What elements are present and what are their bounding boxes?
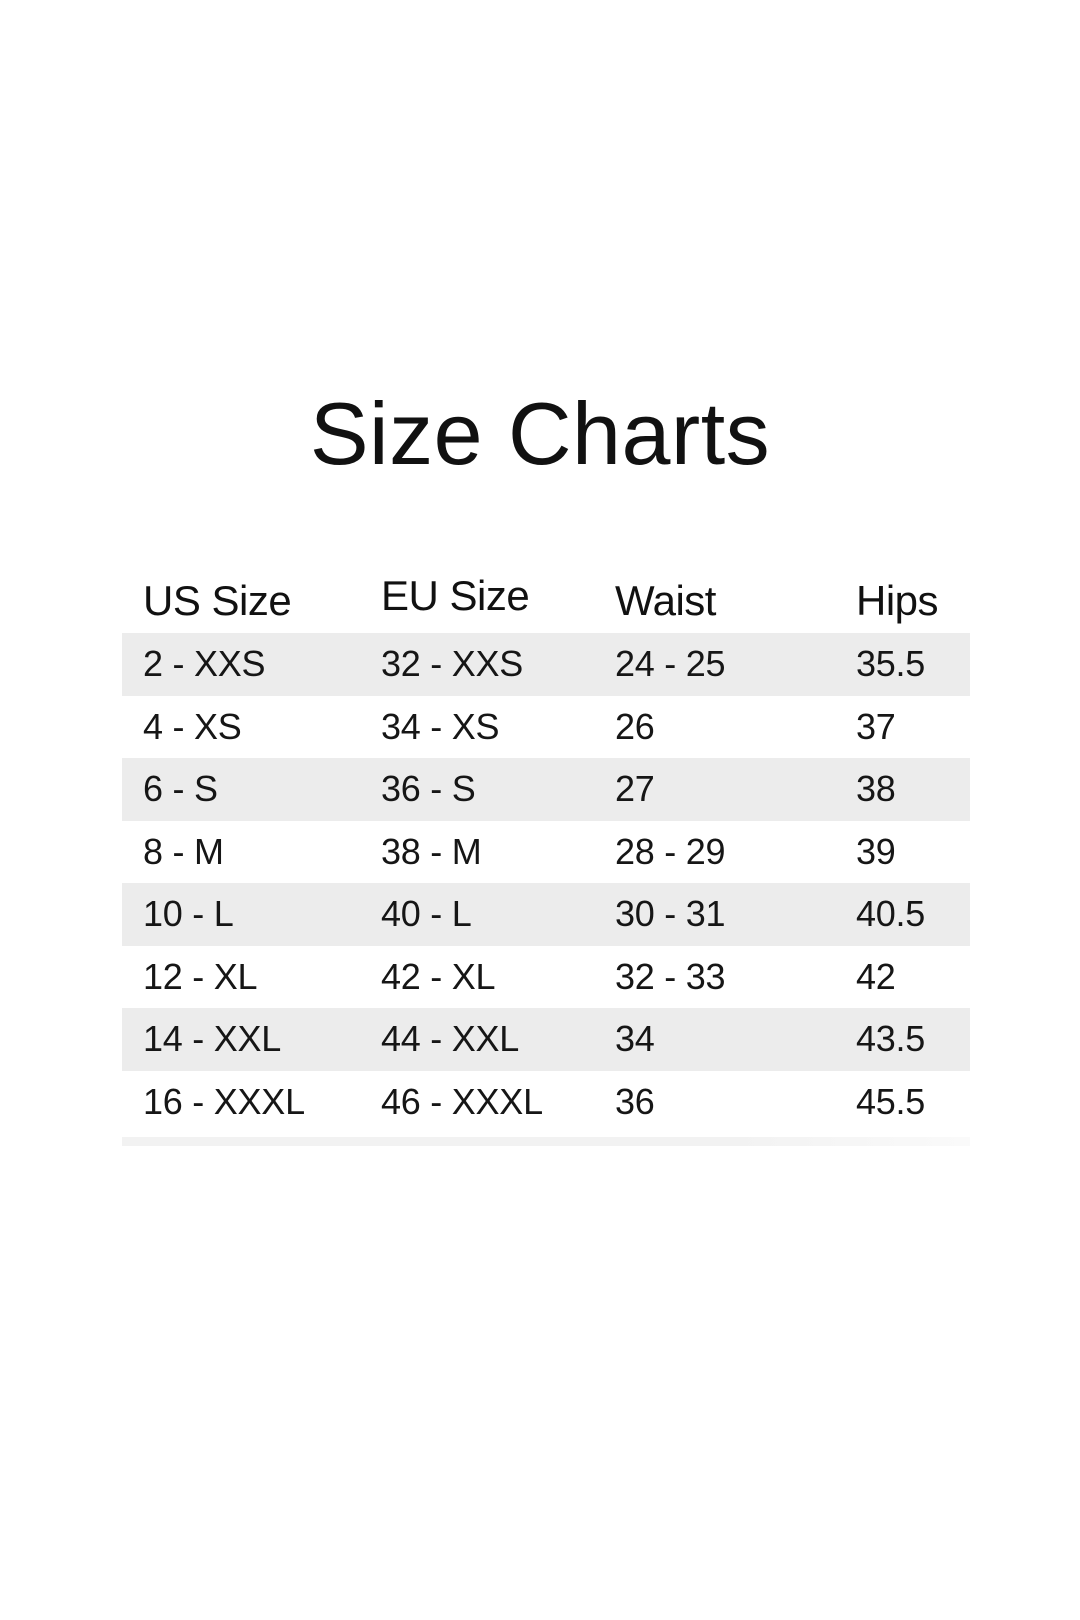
hips-cell: 43.5 (856, 1018, 926, 1060)
waist-cell: 36 (615, 1080, 655, 1122)
us-size-cell: 6 - S (143, 768, 218, 810)
hips-cell: 42 (856, 955, 896, 997)
waist-cell: 28 - 29 (615, 830, 726, 872)
size-chart-table: US Size EU Size Waist Hips 2 - XXS 32 - … (122, 572, 970, 1146)
eu-size-cell: 40 - L (381, 893, 472, 935)
table-row: 16 - XXXL 46 - XXXL 36 45.5 (122, 1071, 970, 1134)
page-title: Size Charts (309, 384, 771, 483)
hips-cell: 40.5 (856, 893, 926, 935)
eu-size-cell: 38 - M (381, 830, 482, 872)
table-row: 14 - XXL 44 - XXL 34 43.5 (122, 1008, 970, 1071)
waist-cell: 24 - 25 (615, 643, 726, 685)
hips-cell: 35.5 (856, 643, 926, 685)
hips-cell: 37 (856, 705, 896, 747)
us-size-cell: 12 - XL (143, 955, 258, 997)
us-size-cell: 8 - M (143, 830, 224, 872)
waist-cell: 27 (615, 768, 655, 810)
table-row: 10 - L 40 - L 30 - 31 40.5 (122, 883, 970, 946)
table-row: 4 - XS 34 - XS 26 37 (122, 696, 970, 759)
waist-cell: 30 - 31 (615, 893, 726, 935)
eu-size-cell: 32 - XXS (381, 643, 524, 685)
eu-size-cell: 34 - XS (381, 705, 500, 747)
hips-cell: 45.5 (856, 1080, 926, 1122)
hips-cell: 38 (856, 768, 896, 810)
section-divider (122, 1137, 970, 1146)
us-size-cell: 10 - L (143, 893, 234, 935)
waist-cell: 32 - 33 (615, 955, 726, 997)
us-size-cell: 16 - XXXL (143, 1080, 305, 1122)
waist-cell: 26 (615, 705, 655, 747)
table-row: 12 - XL 42 - XL 32 - 33 42 (122, 946, 970, 1009)
table-row: 8 - M 38 - M 28 - 29 39 (122, 821, 970, 884)
us-size-cell: 14 - XXL (143, 1018, 282, 1060)
hips-cell: 39 (856, 830, 896, 872)
eu-size-cell: 36 - S (381, 768, 476, 810)
waist-cell: 34 (615, 1018, 655, 1060)
table-body: 2 - XXS 32 - XXS 24 - 25 35.5 4 - XS 34 … (122, 633, 970, 1133)
us-size-cell: 2 - XXS (143, 643, 266, 685)
eu-size-cell: 46 - XXXL (381, 1080, 543, 1122)
table-row: 2 - XXS 32 - XXS 24 - 25 35.5 (122, 633, 970, 696)
column-header-us-size: US Size (143, 577, 292, 624)
column-header-hips: Hips (856, 577, 939, 624)
us-size-cell: 4 - XS (143, 705, 242, 747)
column-header-eu-size: EU Size (381, 572, 530, 619)
table-row: 6 - S 36 - S 27 38 (122, 758, 970, 821)
eu-size-cell: 44 - XXL (381, 1018, 520, 1060)
table-header-row: US Size EU Size Waist Hips (122, 572, 970, 633)
eu-size-cell: 42 - XL (381, 955, 496, 997)
column-header-waist: Waist (615, 577, 716, 624)
